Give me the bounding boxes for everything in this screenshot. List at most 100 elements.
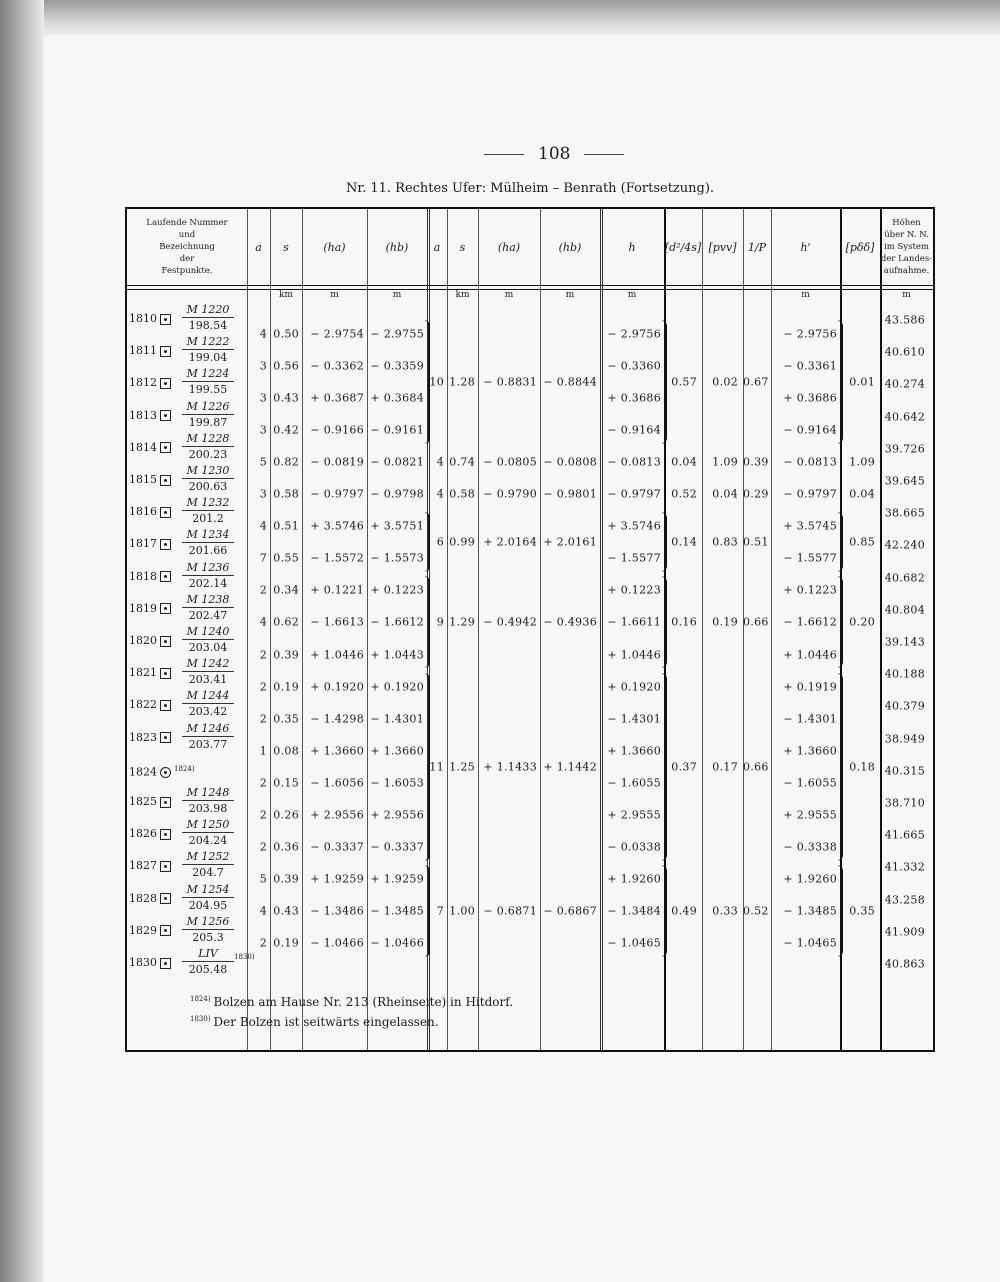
header-divider xyxy=(125,285,935,290)
section-ha: − 0.3337 xyxy=(310,840,364,854)
mark-km: 199.87 xyxy=(188,415,228,429)
point-label: 1810 xyxy=(129,312,174,325)
point-number: 1814 xyxy=(129,440,157,454)
header-line: Höhen xyxy=(892,218,921,228)
section-hb: + 1.9259 xyxy=(370,872,424,886)
group-pdd: 0.01 xyxy=(849,375,875,389)
section-s: 0.56 xyxy=(273,359,299,373)
footnote-ref: 1824) xyxy=(174,764,195,773)
section-hb: + 0.1920 xyxy=(370,680,424,694)
section-ha: − 0.9797 xyxy=(310,487,364,501)
mark-km: 201.66 xyxy=(188,544,228,558)
footnote-ref: 1830) xyxy=(190,1015,211,1023)
point-mark: M 1240 xyxy=(180,625,236,638)
fraction-line xyxy=(182,574,234,576)
leveling-table xyxy=(125,207,935,1052)
fraction-line xyxy=(182,735,234,737)
section-h-prime: − 0.3338 xyxy=(783,840,837,854)
point-height: 40.610 xyxy=(884,345,925,359)
section-hb: − 0.9798 xyxy=(370,487,424,501)
section-s: 0.36 xyxy=(273,840,299,854)
brace-h xyxy=(661,512,667,573)
mark-km: 204.95 xyxy=(188,898,228,912)
point-label: 1822 xyxy=(129,698,174,711)
brace-sections xyxy=(424,672,430,861)
unit-height: m xyxy=(902,290,911,300)
point-height: 43.258 xyxy=(884,893,925,907)
section-h: + 2.9555 xyxy=(607,808,661,822)
benchmark-square-icon xyxy=(160,957,171,969)
point-mark: M 1222 xyxy=(180,335,236,348)
section-ha: + 0.3687 xyxy=(310,391,364,405)
section-s: 0.39 xyxy=(273,872,299,886)
group-pvv: 0.02 xyxy=(712,375,738,389)
mark-km: 204.24 xyxy=(188,834,228,848)
point-mark: M 1226 xyxy=(180,400,236,413)
section-a: 2 xyxy=(259,648,267,661)
group-pvv: 0.17 xyxy=(712,760,738,774)
section-h-prime: + 1.0446 xyxy=(783,648,837,661)
section-s: 0.43 xyxy=(273,904,299,918)
group-hb2: + 2.0161 xyxy=(543,535,597,549)
header-line: und xyxy=(178,230,196,240)
header-s: s xyxy=(283,240,289,254)
point-label: 1820 xyxy=(129,634,174,647)
section-ha: + 0.1221 xyxy=(310,583,364,597)
point-number: 1817 xyxy=(129,537,157,551)
benchmark-square-icon xyxy=(160,796,171,808)
section-h-prime: + 0.1223 xyxy=(783,583,837,597)
mark-name: M 1226 xyxy=(186,399,230,413)
section-a: 2 xyxy=(259,583,267,597)
point-height: 40.188 xyxy=(884,667,925,681)
group-d2: 0.04 xyxy=(671,455,697,469)
header-a: a xyxy=(255,240,262,254)
unit-hb: m xyxy=(392,290,402,300)
section-a: 4 xyxy=(259,519,267,533)
section-ha: − 0.0819 xyxy=(310,455,364,469)
group-a2: 10 xyxy=(429,375,444,389)
benchmark-square-icon xyxy=(160,925,171,937)
point-mark: M 1244 xyxy=(180,689,236,702)
section-s: 0.08 xyxy=(273,744,299,758)
mark-name: M 1236 xyxy=(186,560,230,574)
section-h-prime: − 1.6055 xyxy=(783,776,837,790)
section-h-prime: − 1.4301 xyxy=(783,712,837,726)
column-divider xyxy=(880,209,882,1050)
book-spine-edge xyxy=(0,0,44,1282)
section-s: 0.34 xyxy=(273,583,299,597)
group-inv_p: 0.67 xyxy=(743,375,769,389)
section-ha: − 0.9166 xyxy=(310,423,364,437)
mark-km: 202.14 xyxy=(188,576,228,590)
section-hb: − 1.0466 xyxy=(370,936,424,950)
point-label: 1827 xyxy=(129,859,174,872)
section-h: − 1.4301 xyxy=(607,712,661,726)
section-h: − 0.0813 xyxy=(607,455,661,469)
benchmark-square-icon xyxy=(160,860,171,872)
header-h_prime: h' xyxy=(800,240,811,254)
section-a: 2 xyxy=(259,712,267,726)
footnote-ref: 1824) xyxy=(190,995,211,1003)
benchmark-square-icon xyxy=(160,538,171,550)
section-hb: + 3.5751 xyxy=(370,519,424,533)
footnote-text: Der Bolzen ist seitwärts eingelassen. xyxy=(213,1015,439,1029)
benchmark-square-icon xyxy=(160,603,171,615)
point-label: 1823 xyxy=(129,731,174,744)
group-a2: 6 xyxy=(436,535,444,549)
point-height: 41.909 xyxy=(884,925,925,939)
section-h-prime: + 3.5745 xyxy=(783,519,837,533)
section-a: 5 xyxy=(259,872,267,886)
header-height: Höhen über N. N. im System der Landes-aufna… xyxy=(880,209,933,285)
section-s: 0.50 xyxy=(273,327,299,341)
section-h: − 0.3360 xyxy=(607,359,661,373)
fraction-line xyxy=(182,478,234,479)
header-ha2: (ha) xyxy=(497,240,521,254)
mark-name: M 1238 xyxy=(186,592,230,606)
mark-name: M 1230 xyxy=(186,464,230,477)
point-label: 1819 xyxy=(129,602,174,615)
point-number: 1827 xyxy=(129,859,157,873)
group-d2: 0.49 xyxy=(671,904,697,918)
section-h-prime: − 1.5577 xyxy=(783,551,837,565)
point-mark: M 1250 xyxy=(180,818,236,831)
group-hb2: − 0.8844 xyxy=(543,375,597,389)
group-inv_p: 0.66 xyxy=(743,760,769,774)
